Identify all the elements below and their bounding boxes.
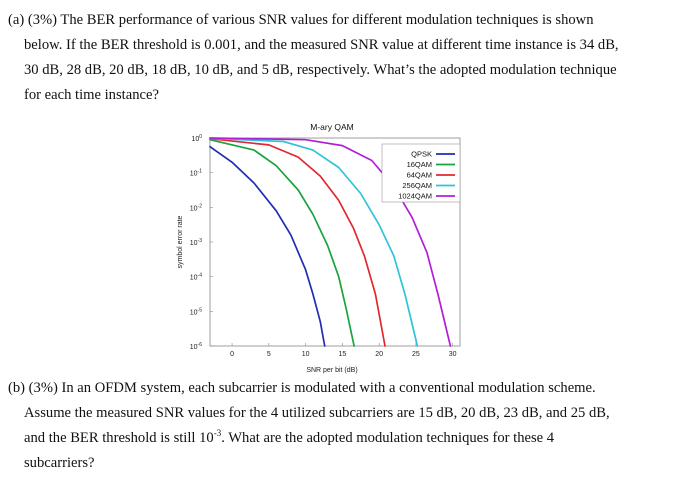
question-a-line: (a) (3%) The BER performance of various … bbox=[8, 12, 594, 28]
y-tick-base: 10 bbox=[190, 275, 198, 282]
question-a: (a) (3%) The BER performance of various … bbox=[8, 8, 688, 108]
question-b-line: subcarriers? bbox=[24, 455, 95, 471]
y-tick-label: 10-5 bbox=[190, 307, 202, 316]
legend-label: 16QAM bbox=[407, 160, 432, 169]
legend-label: 64QAM bbox=[407, 171, 432, 180]
x-tick-label: 25 bbox=[412, 351, 420, 358]
question-b-exponent: -3 bbox=[213, 428, 222, 439]
question-b-line: Assume the measured SNR values for the 4… bbox=[24, 405, 610, 421]
y-tick-base: 10 bbox=[190, 205, 198, 212]
y-tick-label: 10-1 bbox=[190, 169, 202, 178]
question-b-line: (b) (3%) In an OFDM system, each subcarr… bbox=[8, 380, 596, 396]
question-a-line: below. If the BER threshold is 0.001, an… bbox=[24, 37, 619, 53]
y-tick-exponent: -2 bbox=[198, 203, 203, 209]
x-tick-labels: 0 5 10 15 20 25 30 bbox=[230, 343, 457, 358]
x-tick-label: 30 bbox=[449, 351, 457, 358]
y-tick-exponent: 0 bbox=[199, 134, 202, 140]
y-tick-label: 10-2 bbox=[190, 203, 202, 212]
series-line-64qam bbox=[209, 137, 386, 347]
y-tick-base: 10 bbox=[190, 171, 198, 178]
question-b-text: and the BER threshold is still 10 bbox=[24, 430, 214, 446]
series-line-qpsk bbox=[209, 145, 326, 347]
y-tick-base: 10 bbox=[190, 309, 198, 316]
ber-chart-svg: M-ary QAM symbol error rate SNR per bit … bbox=[177, 122, 461, 374]
x-axis-label: SNR per bit (dB) bbox=[306, 367, 357, 374]
x-tick-label: 0 bbox=[230, 351, 234, 358]
y-tick-base: 10 bbox=[191, 136, 199, 143]
series-line-256qam bbox=[209, 137, 419, 347]
y-tick-exponent: -6 bbox=[198, 342, 203, 348]
series-line-16qam bbox=[209, 138, 355, 347]
series-lines bbox=[209, 137, 452, 347]
ber-chart: M-ary QAM symbol error rate SNR per bit … bbox=[160, 116, 480, 378]
y-axis-label: symbol error rate bbox=[177, 215, 184, 268]
y-tick-label: 10-4 bbox=[190, 273, 202, 282]
x-tick-label: 10 bbox=[302, 351, 310, 358]
question-b-line: and the BER threshold is still 10-3. Wha… bbox=[8, 426, 688, 451]
question-b-text: . What are the adopted modulation techni… bbox=[221, 430, 555, 446]
y-tick-exponent: -5 bbox=[198, 307, 203, 313]
question-a-line: 30 dB, 28 dB, 20 dB, 18 dB, 10 dB, and 5… bbox=[24, 62, 617, 78]
legend-label: QPSK bbox=[411, 150, 432, 159]
y-tick-label: 10-3 bbox=[190, 238, 202, 247]
y-tick-label: 100 bbox=[191, 134, 202, 143]
question-b: (b) (3%) In an OFDM system, each subcarr… bbox=[8, 376, 688, 476]
y-tick-exponent: -1 bbox=[198, 169, 203, 175]
legend-label: 256QAM bbox=[402, 181, 432, 190]
legend-label: 1024QAM bbox=[398, 192, 432, 201]
question-a-line: for each time instance? bbox=[24, 87, 159, 103]
y-tick-base: 10 bbox=[190, 240, 198, 247]
y-tick-exponent: -3 bbox=[198, 238, 203, 244]
chart-title: M-ary QAM bbox=[310, 122, 353, 132]
y-tick-base: 10 bbox=[190, 344, 198, 351]
x-tick-label: 15 bbox=[338, 351, 346, 358]
y-tick-label: 10-6 bbox=[190, 342, 202, 351]
x-tick-label: 20 bbox=[375, 351, 383, 358]
y-tick-exponent: -4 bbox=[198, 273, 203, 279]
x-tick-label: 5 bbox=[267, 351, 271, 358]
